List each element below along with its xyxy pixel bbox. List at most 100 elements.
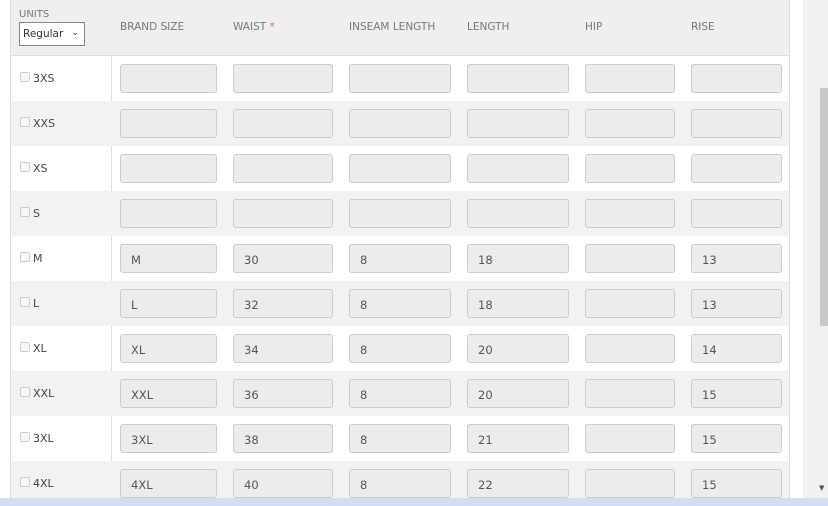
size-label: 3XS: [33, 72, 55, 85]
brand-size-input[interactable]: 3XL: [120, 424, 217, 453]
inseam-length-input[interactable]: [349, 154, 451, 183]
header-inseam-length: INSEAM LENGTH: [349, 21, 436, 33]
rise-input[interactable]: 15: [691, 469, 782, 498]
brand-size-input[interactable]: XXL: [120, 379, 217, 408]
size-checkbox[interactable]: [20, 207, 30, 217]
inseam-length-input[interactable]: 8: [349, 469, 451, 498]
size-checkbox[interactable]: [20, 72, 30, 82]
rise-input[interactable]: 15: [691, 424, 782, 453]
rise-input[interactable]: 13: [691, 244, 782, 273]
rise-input[interactable]: [691, 199, 782, 228]
size-label: 3XL: [33, 432, 54, 445]
length-input[interactable]: 22: [467, 469, 569, 498]
size-checkbox[interactable]: [20, 477, 30, 487]
length-input[interactable]: 21: [467, 424, 569, 453]
size-label: 4XL: [33, 477, 54, 490]
waist-input[interactable]: [233, 199, 333, 228]
waist-input[interactable]: 38: [233, 424, 333, 453]
header-rise: RISE: [691, 21, 715, 33]
inseam-length-input[interactable]: 8: [349, 289, 451, 318]
length-input[interactable]: 20: [467, 334, 569, 363]
size-label: XL: [33, 342, 47, 355]
table-row: L L 32 8 18 13: [11, 281, 789, 326]
waist-input[interactable]: [233, 109, 333, 138]
rise-input[interactable]: [691, 154, 782, 183]
size-checkbox[interactable]: [20, 117, 30, 127]
inseam-length-input[interactable]: [349, 109, 451, 138]
brand-size-input[interactable]: 4XL: [120, 469, 217, 498]
brand-size-input[interactable]: [120, 154, 217, 183]
size-label: XXS: [33, 117, 56, 130]
hip-input[interactable]: [585, 379, 675, 408]
rise-input[interactable]: 15: [691, 379, 782, 408]
hip-input[interactable]: [585, 244, 675, 273]
table-row: XL XL 34 8 20 14: [11, 326, 789, 371]
length-input[interactable]: [467, 154, 569, 183]
length-input[interactable]: 18: [467, 289, 569, 318]
size-checkbox[interactable]: [20, 342, 30, 352]
size-label: L: [33, 297, 40, 310]
waist-input[interactable]: 32: [233, 289, 333, 318]
length-input[interactable]: [467, 64, 569, 93]
waist-input[interactable]: 30: [233, 244, 333, 273]
length-input[interactable]: [467, 109, 569, 138]
hip-input[interactable]: [585, 334, 675, 363]
units-selected-value: Regular: [23, 28, 64, 40]
brand-size-input[interactable]: M: [120, 244, 217, 273]
inseam-length-input[interactable]: 8: [349, 379, 451, 408]
hip-input[interactable]: [585, 424, 675, 453]
waist-input[interactable]: [233, 154, 333, 183]
scrollbar[interactable]: ▼: [803, 0, 828, 498]
waist-input[interactable]: 34: [233, 334, 333, 363]
brand-size-input[interactable]: L: [120, 289, 217, 318]
size-checkbox[interactable]: [20, 432, 30, 442]
hip-input[interactable]: [585, 199, 675, 228]
brand-size-input[interactable]: [120, 109, 217, 138]
length-input[interactable]: 18: [467, 244, 569, 273]
waist-input[interactable]: [233, 64, 333, 93]
brand-size-input[interactable]: [120, 199, 217, 228]
size-checkbox[interactable]: [20, 162, 30, 172]
size-checkbox[interactable]: [20, 252, 30, 262]
inseam-length-input[interactable]: 8: [349, 334, 451, 363]
length-input[interactable]: [467, 199, 569, 228]
rise-input[interactable]: [691, 64, 782, 93]
size-label: S: [33, 207, 40, 220]
header-waist: WAIST *: [233, 21, 275, 33]
brand-size-input[interactable]: XL: [120, 334, 217, 363]
units-select[interactable]: Regular ⌄: [19, 22, 85, 46]
table-row: XXS: [11, 101, 789, 146]
inseam-length-input[interactable]: 8: [349, 424, 451, 453]
table-row: M M 30 8 18 13: [11, 236, 789, 281]
size-checkbox[interactable]: [20, 387, 30, 397]
header-waist-label: WAIST: [233, 21, 267, 33]
header-brand-size: BRAND SIZE: [120, 21, 185, 33]
table-body: 3XS XXS XS S M M 30 8 18 13 L L 32 8 18 13 XL XL 34 8 20 14 XX…: [11, 56, 789, 506]
hip-input[interactable]: [585, 469, 675, 498]
waist-input[interactable]: 40: [233, 469, 333, 498]
units-label: UNITS: [19, 9, 50, 20]
inseam-length-input[interactable]: 8: [349, 244, 451, 273]
inseam-length-input[interactable]: [349, 199, 451, 228]
hip-input[interactable]: [585, 64, 675, 93]
inseam-length-input[interactable]: [349, 64, 451, 93]
table-row: XXL XXL 36 8 20 15: [11, 371, 789, 416]
hip-input[interactable]: [585, 154, 675, 183]
scrollbar-thumb[interactable]: [820, 88, 828, 326]
size-chart-table: UNITS Regular ⌄ BRAND SIZE WAIST * INSEAM…: [10, 0, 790, 506]
hip-input[interactable]: [585, 109, 675, 138]
table-row: S: [11, 191, 789, 236]
waist-input[interactable]: 36: [233, 379, 333, 408]
size-label: XS: [33, 162, 48, 175]
required-mark: *: [269, 21, 275, 33]
length-input[interactable]: 20: [467, 379, 569, 408]
rise-input[interactable]: [691, 109, 782, 138]
table-header: UNITS Regular ⌄ BRAND SIZE WAIST * INSEAM…: [11, 0, 789, 56]
header-length: LENGTH: [467, 21, 510, 33]
scroll-down-arrow-icon[interactable]: ▼: [819, 484, 825, 492]
rise-input[interactable]: 14: [691, 334, 782, 363]
brand-size-input[interactable]: [120, 64, 217, 93]
size-checkbox[interactable]: [20, 297, 30, 307]
rise-input[interactable]: 13: [691, 289, 782, 318]
hip-input[interactable]: [585, 289, 675, 318]
